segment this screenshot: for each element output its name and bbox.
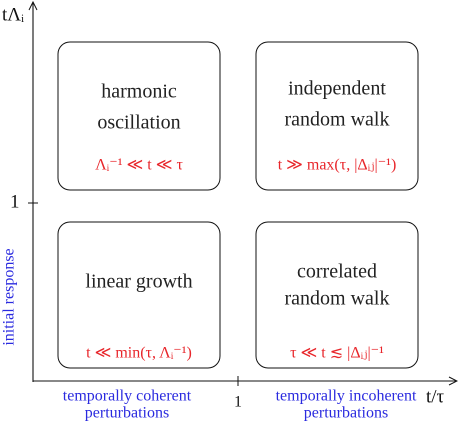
box-text: random walk xyxy=(285,288,390,310)
box xyxy=(57,221,221,369)
box-text: harmonic xyxy=(101,81,177,103)
box-condition: τ ≪ t ≲ |Δᵢⱼ|⁻¹ xyxy=(290,345,384,362)
bottom-label: perturbations xyxy=(304,405,388,422)
box-text: random walk xyxy=(285,109,390,131)
side-label: initial response xyxy=(1,248,18,345)
box-condition: Λᵢ⁻¹ ≪ t ≪ τ xyxy=(95,157,183,174)
bottom-label: perturbations xyxy=(85,405,169,422)
x-axis-label: t/τ xyxy=(426,386,445,407)
box-text: linear growth xyxy=(85,271,192,293)
x-tick-label: 1 xyxy=(234,394,242,411)
bottom-label: temporally incoherent xyxy=(276,388,417,405)
box-condition: t ≪ min(τ, Λᵢ⁻¹) xyxy=(86,345,192,362)
box-text: independent xyxy=(288,78,386,100)
box-text: oscillation xyxy=(97,112,180,134)
box-condition: t ≫ max(τ, |Δᵢⱼ|⁻¹) xyxy=(278,157,397,174)
box xyxy=(57,41,221,191)
box xyxy=(255,41,419,191)
y-axis-label: tΛᵢ xyxy=(2,4,24,25)
box xyxy=(255,221,419,369)
y-tick-label: 1 xyxy=(10,191,20,212)
bottom-label: temporally coherent xyxy=(63,388,192,405)
box-text: correlated xyxy=(297,261,377,283)
